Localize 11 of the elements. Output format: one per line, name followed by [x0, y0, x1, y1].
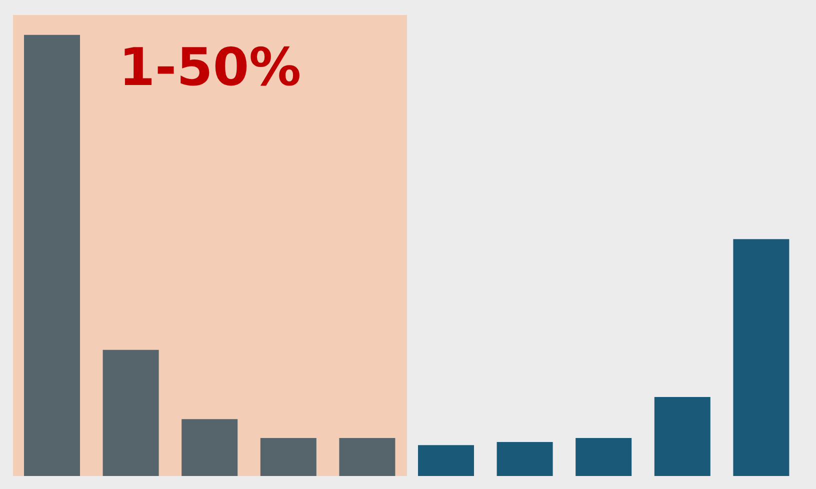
bar	[24, 34, 80, 476]
bar	[339, 438, 396, 476]
bar	[418, 445, 474, 476]
bar	[733, 239, 790, 476]
bar	[102, 350, 159, 476]
bar	[654, 397, 710, 476]
bar	[576, 438, 632, 476]
annotation: 1-50%	[118, 38, 302, 98]
bar	[260, 438, 316, 476]
bar	[496, 442, 553, 476]
bar	[182, 419, 238, 476]
